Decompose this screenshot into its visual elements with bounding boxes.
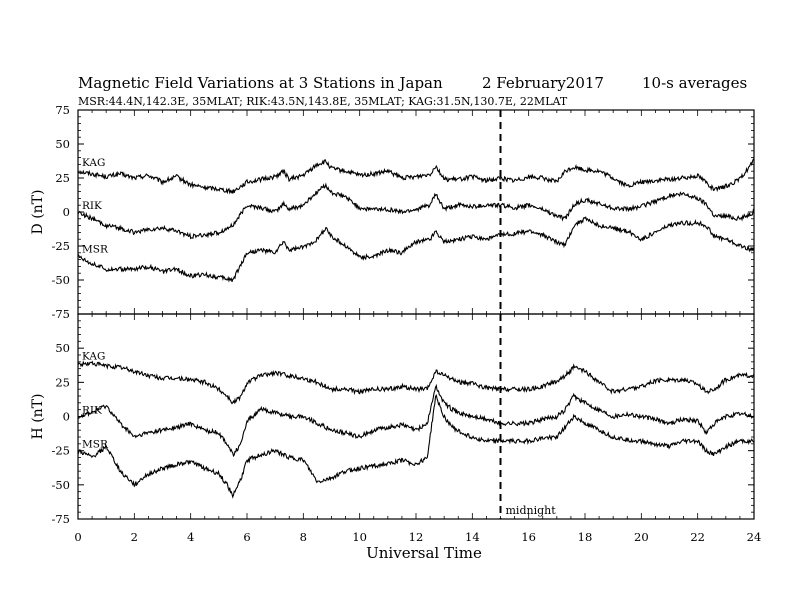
y-tick-label: -50 [51, 273, 70, 287]
series-line-rik [77, 182, 755, 240]
series-line-msr [77, 393, 755, 499]
chart-title: Magnetic Field Variations at 3 Stations … [78, 74, 443, 92]
y-tick-label: 50 [55, 137, 70, 151]
x-tick-label: 20 [634, 530, 649, 544]
y-axis-label: H (nT) [30, 394, 46, 440]
series-label-rik: RIK [82, 405, 102, 417]
midnight-marker: midnight [499, 110, 557, 519]
series-line-rik [77, 383, 755, 458]
midnight-label: midnight [506, 504, 557, 517]
y-axis-label: D (nT) [30, 190, 46, 235]
panel-frame [77, 109, 755, 315]
y-tick-label: 75 [55, 103, 70, 117]
x-axis: 0 2 4 6 8 10 12 14 16 18 20 22 24 [74, 530, 761, 544]
y-tick-label: -25 [51, 444, 70, 458]
series-label-msr: MSR [82, 439, 109, 451]
x-tick-label: 14 [465, 530, 480, 544]
y-tick-label: -50 [51, 478, 70, 492]
x-tick-label: 4 [187, 530, 194, 544]
y-tick-label: 0 [63, 205, 70, 219]
series-line-kag [77, 158, 755, 195]
x-tick-label: 10 [352, 530, 367, 544]
series-label-msr: MSR [82, 244, 109, 256]
x-axis-label: Universal Time [366, 544, 482, 562]
chart-date: 2 February2017 [482, 74, 604, 92]
series-label-rik: RIK [82, 200, 102, 212]
x-tick-label: 24 [747, 530, 762, 544]
y-tick-label: 25 [55, 171, 70, 185]
y-tick-label: 50 [55, 341, 70, 355]
y-tick-label: -25 [51, 239, 70, 253]
y-tick-label: 25 [55, 375, 70, 389]
x-tick-label: 8 [300, 530, 307, 544]
y-tick-label: -75 [51, 512, 70, 526]
y-tick-label: 0 [63, 410, 70, 424]
panel-d: 75 50 25 0 -25 -50 -75 D (nT) KAG RIK MSR [30, 103, 755, 321]
x-tick-label: 16 [521, 530, 536, 544]
series-label-kag: KAG [82, 351, 105, 363]
series-label-kag: KAG [82, 157, 105, 169]
panel-h: 50 25 0 -25 -50 -75 H (nT) KAG RIK MSR [30, 313, 755, 526]
chart-subtitle: MSR:44.4N,142.3E, 35MLAT; RIK:43.5N,143.… [78, 95, 568, 108]
x-tick-label: 0 [74, 530, 81, 544]
x-tick-label: 12 [409, 530, 424, 544]
x-tick-label: 6 [243, 530, 250, 544]
chart-averaging: 10-s averages [642, 74, 747, 92]
x-tick-label: 2 [131, 530, 138, 544]
y-tick-label: -75 [51, 307, 70, 321]
series-line-msr [77, 216, 755, 283]
x-tick-label: 18 [578, 530, 593, 544]
series-line-kag [77, 360, 755, 405]
x-tick-label: 22 [690, 530, 705, 544]
